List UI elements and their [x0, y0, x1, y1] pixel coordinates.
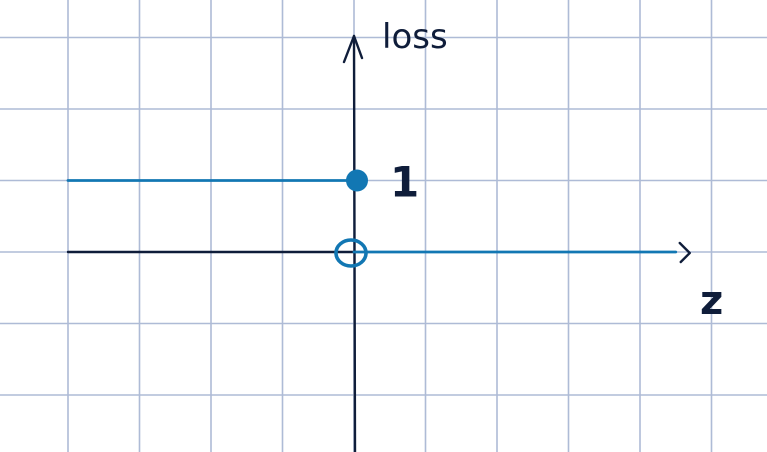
x-axis-arrowhead [678, 241, 691, 264]
x-axis-label: z [700, 278, 723, 324]
axes [66, 34, 691, 452]
y-axis-label: loss [382, 17, 448, 57]
series-layer [66, 169, 678, 268]
closed-endpoint-marker [346, 169, 368, 192]
open-endpoint-marker [334, 238, 368, 268]
y-tick-label-1: 1 [390, 158, 419, 207]
y-axis [352, 34, 357, 452]
y-axis-arrowhead [342, 34, 364, 64]
